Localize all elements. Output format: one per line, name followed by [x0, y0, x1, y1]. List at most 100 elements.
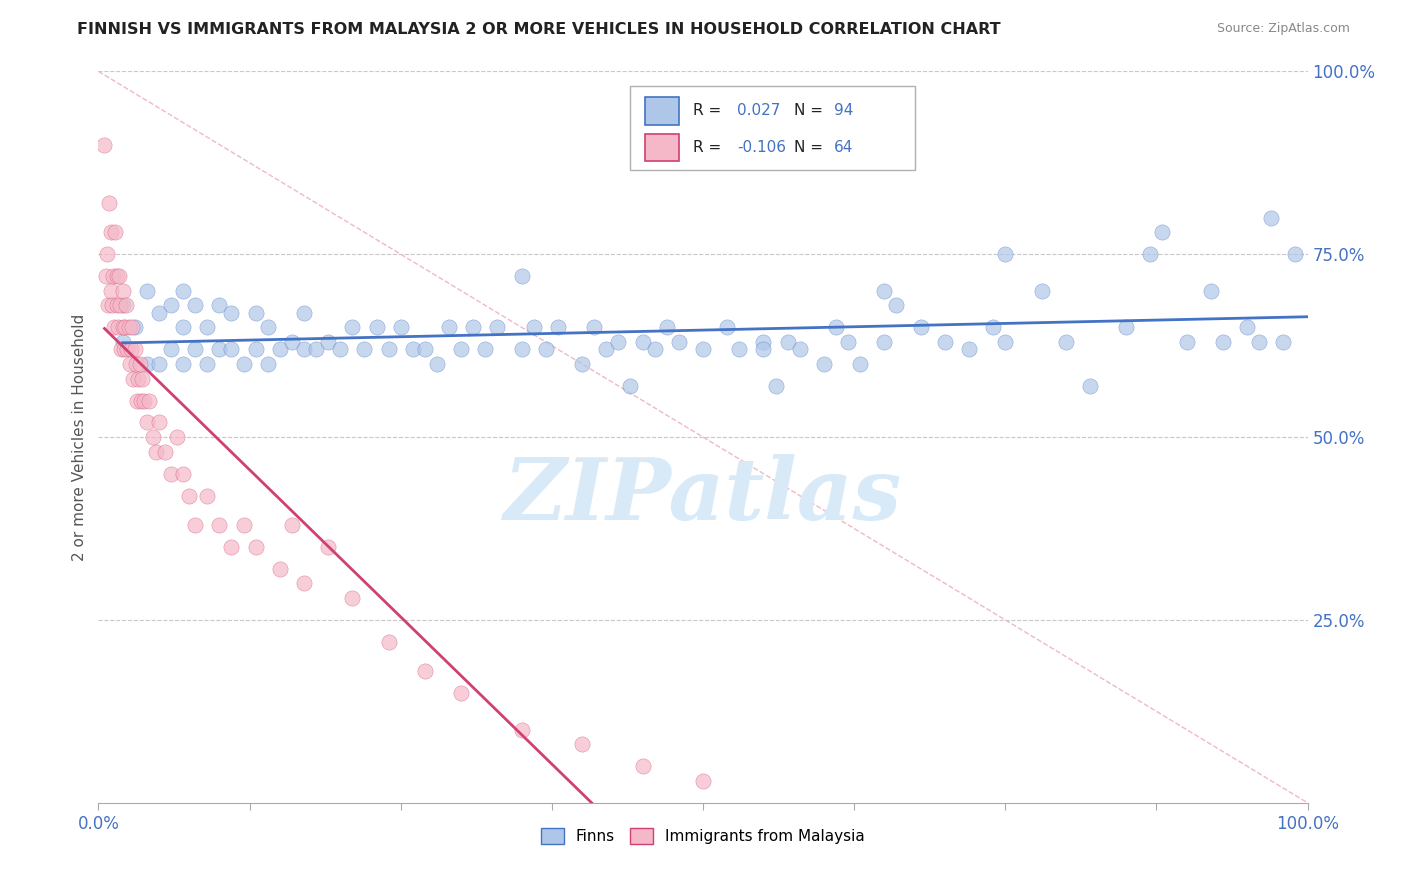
Point — [94, 269, 117, 284]
Point — [752, 334, 775, 349]
Point — [104, 225, 127, 239]
Point — [160, 298, 183, 312]
Point — [100, 298, 122, 312]
Point — [172, 284, 194, 298]
Bar — [645, 134, 679, 161]
Point — [120, 343, 142, 357]
Point — [825, 320, 848, 334]
Point — [128, 357, 150, 371]
Point — [208, 298, 231, 312]
Point — [413, 343, 436, 357]
Point — [837, 334, 859, 349]
Point — [426, 357, 449, 371]
Point — [184, 298, 207, 312]
Point — [127, 393, 149, 408]
Point — [138, 393, 160, 408]
Point — [607, 334, 630, 349]
Text: R =: R = — [693, 103, 727, 119]
Point — [765, 379, 787, 393]
Point — [172, 357, 194, 371]
Legend: Finns, Immigrants from Malaysia: Finns, Immigrants from Malaysia — [534, 822, 872, 850]
Point — [728, 343, 751, 357]
Point — [97, 298, 120, 312]
Point — [595, 343, 617, 357]
Point — [134, 393, 156, 408]
Point — [115, 298, 138, 312]
Point — [292, 576, 315, 591]
Point — [256, 357, 278, 371]
Point — [1199, 284, 1222, 298]
Point — [994, 334, 1017, 349]
Point — [1078, 379, 1101, 393]
Text: 94: 94 — [834, 103, 853, 119]
Point — [631, 759, 654, 773]
Point — [413, 664, 436, 678]
Point — [776, 334, 799, 349]
Point — [122, 371, 145, 385]
Point — [124, 320, 146, 334]
Point — [281, 334, 304, 349]
Point — [1031, 284, 1053, 298]
Point — [873, 334, 896, 349]
Point — [486, 320, 509, 334]
Point — [450, 686, 472, 700]
Point — [1272, 334, 1295, 349]
Point — [160, 343, 183, 357]
FancyBboxPatch shape — [630, 86, 915, 170]
Point — [107, 320, 129, 334]
Point — [114, 320, 136, 334]
Point — [1284, 247, 1306, 261]
Point — [232, 357, 254, 371]
Point — [111, 320, 134, 334]
Y-axis label: 2 or more Vehicles in Household: 2 or more Vehicles in Household — [72, 313, 87, 561]
Text: ZIPatlas: ZIPatlas — [503, 454, 903, 537]
Point — [305, 343, 328, 357]
Point — [1175, 334, 1198, 349]
Point — [245, 306, 267, 320]
Point — [1139, 247, 1161, 261]
Point — [342, 591, 364, 605]
Point — [934, 334, 956, 349]
Point — [111, 298, 134, 312]
Text: Source: ZipAtlas.com: Source: ZipAtlas.com — [1216, 22, 1350, 36]
Point — [510, 269, 533, 284]
Point — [281, 517, 304, 532]
Text: 64: 64 — [834, 140, 853, 155]
Point — [112, 343, 135, 357]
Point — [124, 343, 146, 357]
Point — [342, 320, 364, 334]
Point — [994, 247, 1017, 261]
Point — [135, 357, 157, 371]
Point — [547, 320, 569, 334]
Point — [166, 430, 188, 444]
Point — [849, 357, 872, 371]
Point — [108, 298, 131, 312]
Point — [108, 269, 131, 284]
Point — [813, 357, 835, 371]
Point — [118, 357, 141, 371]
Point — [184, 517, 207, 532]
Point — [981, 320, 1004, 334]
Text: -0.106: -0.106 — [737, 140, 786, 155]
Point — [118, 320, 141, 334]
Point — [1212, 334, 1234, 349]
Point — [153, 444, 176, 458]
Point — [111, 284, 134, 298]
Point — [1152, 225, 1174, 239]
Point — [463, 320, 485, 334]
Point — [195, 357, 218, 371]
Point — [644, 343, 666, 357]
Point — [105, 269, 128, 284]
Point — [98, 196, 121, 211]
Point — [316, 334, 339, 349]
Point — [692, 773, 714, 788]
Point — [1236, 320, 1258, 334]
Text: N =: N = — [793, 140, 828, 155]
Point — [105, 298, 128, 312]
Point — [160, 467, 183, 481]
Point — [100, 225, 122, 239]
Point — [437, 320, 460, 334]
Point — [377, 343, 399, 357]
Point — [245, 343, 267, 357]
Point — [269, 343, 291, 357]
